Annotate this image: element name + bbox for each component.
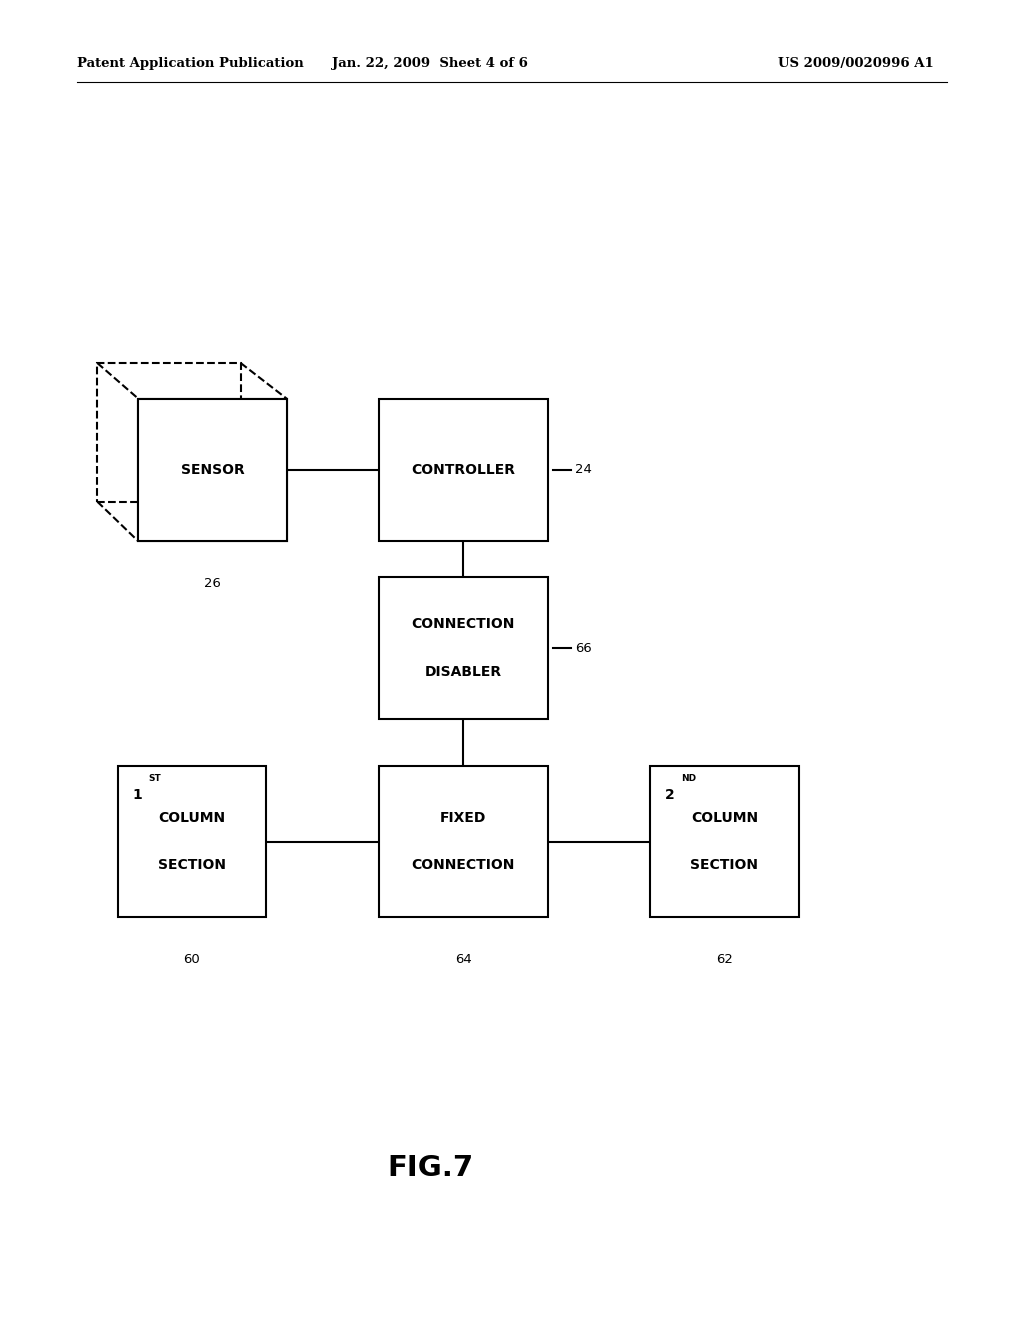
Bar: [118, 766, 266, 917]
Bar: [97, 363, 241, 502]
Text: 62: 62: [716, 953, 733, 966]
Text: 66: 66: [575, 642, 592, 655]
Text: US 2009/0020996 A1: US 2009/0020996 A1: [778, 57, 934, 70]
Text: FIXED: FIXED: [440, 810, 486, 825]
Text: 60: 60: [183, 953, 201, 966]
Text: FIG.7: FIG.7: [387, 1154, 473, 1183]
Text: DISABLER: DISABLER: [425, 665, 502, 678]
Text: 2: 2: [665, 788, 675, 801]
Text: 64: 64: [455, 953, 472, 966]
Bar: [138, 399, 287, 541]
Text: 1: 1: [132, 788, 142, 801]
Text: SENSOR: SENSOR: [180, 463, 245, 477]
Text: ST: ST: [148, 775, 161, 783]
Text: 24: 24: [575, 463, 592, 477]
Text: CONNECTION: CONNECTION: [412, 618, 515, 631]
Text: COLUMN: COLUMN: [159, 810, 225, 825]
Text: Jan. 22, 2009  Sheet 4 of 6: Jan. 22, 2009 Sheet 4 of 6: [332, 57, 528, 70]
Bar: [379, 399, 548, 541]
Bar: [379, 577, 548, 719]
Text: SECTION: SECTION: [158, 858, 226, 873]
Bar: [650, 766, 799, 917]
Text: Patent Application Publication: Patent Application Publication: [77, 57, 303, 70]
Text: ND: ND: [681, 775, 696, 783]
Bar: [379, 766, 548, 917]
Text: CONTROLLER: CONTROLLER: [412, 463, 515, 477]
Text: COLUMN: COLUMN: [691, 810, 758, 825]
Text: SECTION: SECTION: [690, 858, 759, 873]
Text: CONNECTION: CONNECTION: [412, 858, 515, 873]
Bar: [138, 399, 287, 541]
Text: 26: 26: [204, 577, 221, 590]
